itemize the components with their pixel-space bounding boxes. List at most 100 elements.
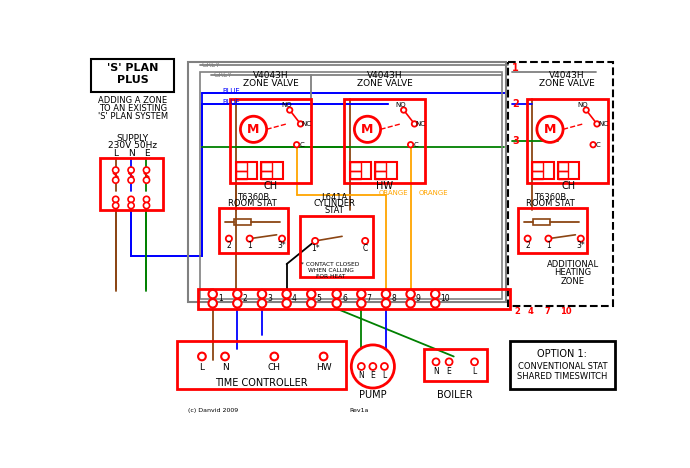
- Circle shape: [412, 121, 417, 127]
- Bar: [424, 349, 487, 381]
- Text: 230V 50Hz: 230V 50Hz: [108, 141, 157, 150]
- Circle shape: [406, 290, 415, 298]
- Bar: [188, 62, 506, 302]
- Text: NC: NC: [302, 121, 312, 127]
- Text: C: C: [299, 142, 304, 148]
- Circle shape: [307, 299, 315, 307]
- Text: ZONE VALVE: ZONE VALVE: [539, 80, 595, 88]
- Text: M: M: [544, 123, 556, 136]
- Text: 4: 4: [528, 307, 533, 316]
- Circle shape: [144, 203, 150, 209]
- Text: HW: HW: [316, 363, 331, 372]
- Text: L: L: [113, 149, 118, 159]
- Text: BOILER: BOILER: [437, 390, 473, 400]
- Bar: [262, 171, 272, 179]
- Text: CYLINDER: CYLINDER: [313, 199, 355, 209]
- Text: CH: CH: [562, 181, 575, 190]
- Circle shape: [591, 142, 595, 147]
- Bar: [558, 162, 579, 179]
- Circle shape: [537, 116, 563, 142]
- Circle shape: [578, 235, 584, 242]
- Text: 8: 8: [391, 294, 396, 303]
- Text: ZONE: ZONE: [561, 277, 585, 285]
- Text: N: N: [433, 366, 439, 376]
- Text: 3*: 3*: [576, 241, 585, 250]
- Bar: [527, 98, 608, 183]
- Circle shape: [287, 107, 293, 113]
- Text: 1*: 1*: [310, 244, 319, 253]
- Text: 7: 7: [544, 307, 550, 316]
- Bar: [375, 162, 386, 171]
- Text: GREY: GREY: [213, 72, 233, 78]
- Circle shape: [208, 299, 217, 307]
- Bar: [198, 289, 510, 309]
- Text: 1: 1: [512, 63, 519, 73]
- Circle shape: [279, 235, 285, 242]
- Text: N: N: [128, 149, 135, 159]
- Text: NO: NO: [395, 102, 406, 108]
- Circle shape: [431, 299, 440, 307]
- Circle shape: [471, 358, 478, 366]
- Circle shape: [431, 290, 440, 298]
- Bar: [236, 162, 257, 179]
- Bar: [375, 162, 397, 179]
- Bar: [350, 171, 361, 179]
- Text: 2: 2: [525, 241, 530, 250]
- Bar: [262, 162, 272, 171]
- Bar: [262, 162, 283, 179]
- Text: ZONE VALVE: ZONE VALVE: [357, 80, 413, 88]
- Bar: [558, 171, 569, 179]
- Text: * CONTACT CLOSED: * CONTACT CLOSED: [302, 262, 359, 267]
- Circle shape: [408, 142, 413, 147]
- Text: N: N: [358, 371, 364, 380]
- Text: 3*: 3*: [277, 241, 286, 250]
- Text: ORANGE: ORANGE: [419, 190, 448, 196]
- Circle shape: [128, 203, 134, 209]
- Text: L: L: [199, 363, 204, 372]
- Text: ADDING A ZONE: ADDING A ZONE: [98, 96, 167, 105]
- Bar: [236, 162, 246, 171]
- Circle shape: [112, 177, 119, 183]
- Circle shape: [545, 235, 551, 242]
- Circle shape: [233, 299, 242, 307]
- Circle shape: [144, 196, 150, 203]
- Text: BLUE: BLUE: [223, 88, 241, 94]
- Circle shape: [221, 352, 229, 360]
- Text: GREY: GREY: [202, 62, 221, 68]
- Text: ADDITIONAL: ADDITIONAL: [547, 260, 599, 269]
- Text: 10: 10: [441, 294, 451, 303]
- Bar: [235, 219, 251, 225]
- Text: ROOM STAT: ROOM STAT: [228, 199, 277, 209]
- Text: NO: NO: [282, 102, 292, 108]
- Bar: [230, 98, 311, 183]
- Text: STAT: STAT: [324, 206, 344, 215]
- Circle shape: [258, 290, 266, 298]
- Text: L: L: [473, 366, 477, 376]
- Text: FOR HEAT: FOR HEAT: [316, 274, 345, 279]
- Circle shape: [198, 352, 206, 360]
- Bar: [375, 171, 386, 179]
- Circle shape: [112, 167, 119, 173]
- Bar: [532, 171, 543, 179]
- Text: CONVENTIONAL STAT: CONVENTIONAL STAT: [518, 362, 607, 371]
- Text: T6360B: T6360B: [237, 192, 269, 202]
- Circle shape: [307, 290, 315, 298]
- Circle shape: [333, 290, 341, 298]
- Circle shape: [240, 116, 266, 142]
- Circle shape: [358, 363, 365, 370]
- Bar: [558, 162, 569, 171]
- Text: NO: NO: [578, 102, 589, 108]
- Bar: [236, 171, 246, 179]
- Circle shape: [294, 142, 299, 147]
- Circle shape: [319, 352, 328, 360]
- Text: OPTION 1:: OPTION 1:: [538, 349, 587, 359]
- Circle shape: [433, 358, 440, 366]
- Text: (c) Danvid 2009: (c) Danvid 2009: [188, 408, 238, 413]
- Text: BLUE: BLUE: [223, 99, 241, 104]
- Text: C: C: [362, 244, 368, 253]
- Circle shape: [401, 107, 406, 113]
- Circle shape: [381, 363, 388, 370]
- Bar: [532, 162, 554, 179]
- Text: TO AN EXISTING: TO AN EXISTING: [99, 104, 167, 113]
- Bar: [532, 162, 543, 171]
